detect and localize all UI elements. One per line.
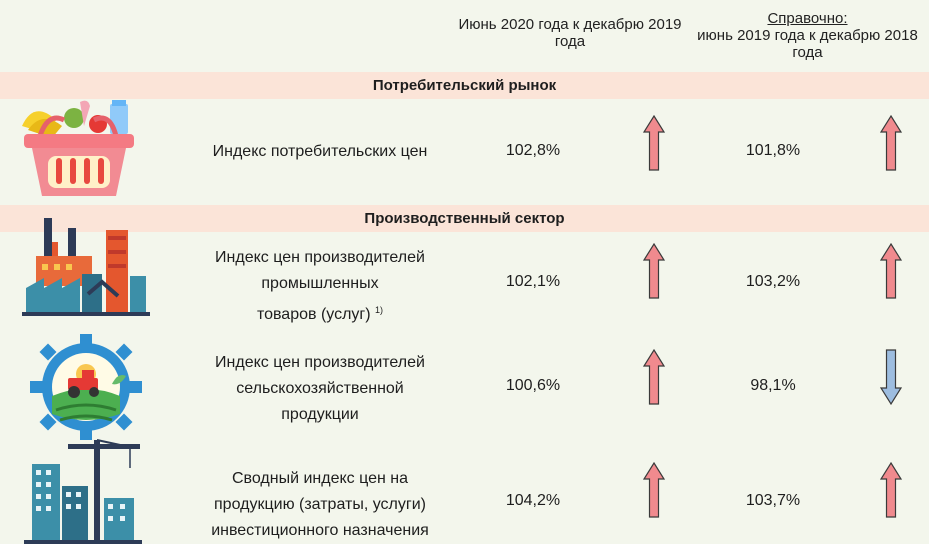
row-industrial-label-text: товаров (услуг) — [256, 306, 371, 323]
trend-up-arrow-icon — [643, 115, 665, 171]
trend-down-arrow-icon — [880, 349, 902, 405]
row-agriculture-label-line: сельскохозяйственной — [236, 380, 404, 397]
trend-up-arrow-icon — [643, 462, 665, 518]
agriculture-tractor-gear-icon — [30, 334, 142, 440]
header-reference: Справочно: июнь 2019 года к декабрю 2018… — [690, 10, 925, 61]
row-agriculture-label: Индекс цен производителей сельскохозяйст… — [190, 350, 450, 428]
row-industrial-label: Индекс цен производителей промышленных т… — [190, 245, 450, 328]
trend-up-arrow-icon — [880, 462, 902, 518]
row-industrial-label-line: промышленных — [261, 275, 379, 292]
header-reference-title: Справочно: — [767, 10, 848, 27]
row-cpi-reference-value: 101,8% — [745, 142, 801, 159]
row-investment-label: Сводный индекс цен на продукцию (затраты… — [190, 466, 450, 544]
row-cpi-label: Индекс потребительских цен — [190, 139, 450, 165]
row-agriculture-reference-value: 98,1% — [750, 377, 796, 394]
footnote-marker: 1) — [375, 305, 384, 315]
factory-icon — [22, 216, 150, 318]
row-investment-reference-value: 103,7% — [745, 492, 801, 509]
trend-up-arrow-icon — [643, 243, 665, 299]
row-investment-current-value: 104,2% — [505, 492, 561, 509]
row-industrial-current-value: 102,1% — [505, 273, 561, 290]
row-industrial-label-line: Индекс цен производителей — [215, 249, 425, 266]
row-investment-label-line: продукцию (затраты, услуги) — [214, 496, 426, 513]
row-agriculture-current-value: 100,6% — [505, 377, 561, 394]
row-cpi-label-line: Индекс потребительских цен — [212, 143, 428, 160]
row-investment-label-line: Сводный индекс цен на — [231, 470, 408, 487]
row-investment-label-line: инвестиционного назначения — [211, 522, 429, 539]
row-agriculture-label-line: продукции — [281, 406, 359, 423]
row-agriculture-label-line: Индекс цен производителей — [215, 354, 425, 371]
row-industrial-label-line: товаров (услуг) 1) — [190, 297, 450, 328]
section-consumer-market: Потребительский рынок — [0, 72, 929, 99]
row-cpi-current-value: 102,8% — [505, 142, 561, 159]
section-production: Производственный сектор — [0, 205, 929, 232]
shopping-basket-icon — [18, 96, 140, 200]
header-current-period: Июнь 2020 года к декабрю 2019 года — [458, 16, 682, 50]
header-reference-period: июнь 2019 года к декабрю 2018 года — [697, 27, 918, 61]
trend-up-arrow-icon — [643, 349, 665, 405]
trend-up-arrow-icon — [880, 243, 902, 299]
construction-crane-icon — [24, 438, 142, 544]
trend-up-arrow-icon — [880, 115, 902, 171]
row-industrial-reference-value: 103,2% — [745, 273, 801, 290]
